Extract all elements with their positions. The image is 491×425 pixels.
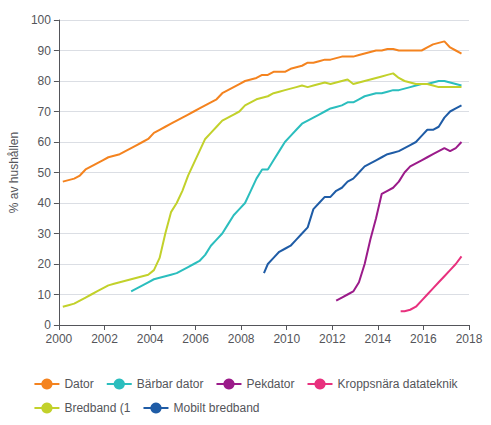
svg-text:100: 100 bbox=[31, 13, 51, 27]
svg-text:Mobilt bredband: Mobilt bredband bbox=[173, 401, 259, 415]
svg-text:40: 40 bbox=[38, 196, 52, 210]
svg-text:2012: 2012 bbox=[319, 332, 346, 346]
svg-text:2000: 2000 bbox=[46, 332, 73, 346]
svg-text:2006: 2006 bbox=[182, 332, 209, 346]
svg-text:Dator: Dator bbox=[64, 377, 93, 391]
svg-text:2010: 2010 bbox=[273, 332, 300, 346]
svg-text:60: 60 bbox=[38, 135, 52, 149]
svg-text:50: 50 bbox=[38, 166, 52, 180]
svg-text:80: 80 bbox=[38, 74, 52, 88]
svg-text:2018: 2018 bbox=[456, 332, 483, 346]
svg-text:Kroppsnära datateknik: Kroppsnära datateknik bbox=[338, 377, 459, 391]
svg-text:10: 10 bbox=[38, 288, 52, 302]
svg-text:90: 90 bbox=[38, 44, 52, 58]
svg-text:Pekdator: Pekdator bbox=[246, 377, 294, 391]
svg-text:0: 0 bbox=[44, 318, 51, 332]
svg-text:Bärbar dator: Bärbar dator bbox=[137, 377, 204, 391]
svg-text:2008: 2008 bbox=[228, 332, 255, 346]
svg-text:Bredband (1: Bredband (1 bbox=[64, 401, 130, 415]
svg-text:20: 20 bbox=[38, 257, 52, 271]
svg-text:2002: 2002 bbox=[91, 332, 118, 346]
svg-text:2004: 2004 bbox=[137, 332, 164, 346]
svg-text:70: 70 bbox=[38, 105, 52, 119]
svg-text:30: 30 bbox=[38, 227, 52, 241]
svg-text:2014: 2014 bbox=[365, 332, 392, 346]
svg-text:% av hushållen: % av hushållen bbox=[7, 132, 21, 213]
svg-text:2016: 2016 bbox=[410, 332, 437, 346]
